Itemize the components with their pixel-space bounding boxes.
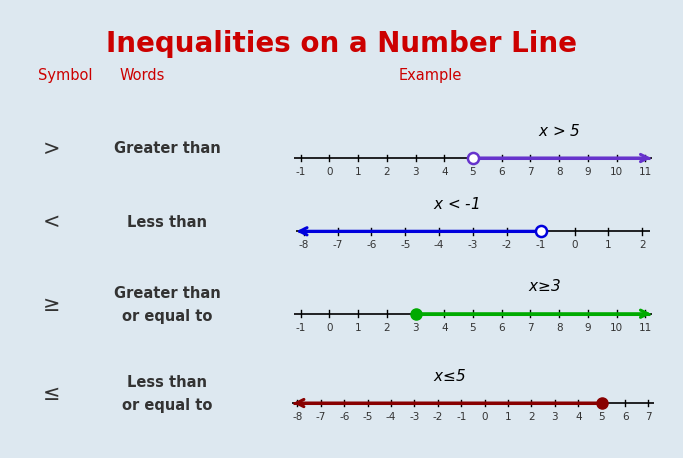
Text: 2: 2 [639, 240, 645, 250]
Text: 10: 10 [610, 167, 623, 177]
Text: or equal to: or equal to [122, 398, 212, 413]
Text: -7: -7 [316, 412, 326, 422]
Text: 1: 1 [505, 412, 512, 422]
Text: 8: 8 [556, 167, 562, 177]
Text: 5: 5 [470, 167, 476, 177]
Text: -2: -2 [501, 240, 512, 250]
Text: 1: 1 [354, 167, 361, 177]
Text: >: > [42, 139, 60, 159]
Text: -3: -3 [468, 240, 478, 250]
Text: 4: 4 [441, 167, 447, 177]
Text: $\it{x}$ < -1: $\it{x}$ < -1 [432, 196, 479, 212]
Text: -8: -8 [298, 240, 309, 250]
Text: ≤: ≤ [42, 384, 60, 404]
Text: 11: 11 [639, 167, 652, 177]
Text: Less than: Less than [127, 215, 208, 229]
Text: 7: 7 [527, 322, 533, 333]
Text: -6: -6 [339, 412, 350, 422]
Text: 3: 3 [413, 322, 419, 333]
Text: 4: 4 [575, 412, 582, 422]
Text: Inequalities on a Number Line: Inequalities on a Number Line [106, 30, 577, 58]
Text: -7: -7 [333, 240, 343, 250]
Text: 6: 6 [622, 412, 628, 422]
Text: -6: -6 [366, 240, 376, 250]
Text: 0: 0 [482, 412, 488, 422]
Text: 10: 10 [610, 322, 623, 333]
Text: -4: -4 [386, 412, 396, 422]
Text: -5: -5 [363, 412, 373, 422]
Text: Symbol: Symbol [38, 68, 92, 83]
Text: -1: -1 [296, 167, 306, 177]
Text: -8: -8 [292, 412, 303, 422]
Text: Example: Example [399, 68, 462, 83]
Text: 6: 6 [499, 322, 505, 333]
Text: -3: -3 [409, 412, 419, 422]
Text: 2: 2 [384, 167, 390, 177]
Text: <: < [42, 212, 60, 232]
Text: 0: 0 [326, 322, 333, 333]
Text: -4: -4 [434, 240, 445, 250]
Text: -2: -2 [433, 412, 443, 422]
Text: 5: 5 [470, 322, 476, 333]
Text: $\it{x}$ > 5: $\it{x}$ > 5 [538, 123, 581, 139]
Text: Less than: Less than [127, 375, 208, 390]
Text: 9: 9 [585, 167, 591, 177]
Text: 1: 1 [354, 322, 361, 333]
Text: 4: 4 [441, 322, 447, 333]
Text: 9: 9 [585, 322, 591, 333]
Text: 0: 0 [326, 167, 333, 177]
Text: -1: -1 [535, 240, 546, 250]
Text: 7: 7 [527, 167, 533, 177]
Text: -1: -1 [456, 412, 466, 422]
Text: Words: Words [120, 68, 165, 83]
Text: 7: 7 [645, 412, 652, 422]
Text: 0: 0 [571, 240, 578, 250]
Text: 6: 6 [499, 167, 505, 177]
Text: 5: 5 [598, 412, 605, 422]
Text: Greater than: Greater than [114, 142, 221, 156]
Text: 1: 1 [605, 240, 612, 250]
Text: -5: -5 [400, 240, 410, 250]
Text: 3: 3 [413, 167, 419, 177]
Text: ≥: ≥ [42, 294, 60, 315]
Text: $\it{x}$≤5: $\it{x}$≤5 [433, 368, 466, 384]
Text: 2: 2 [384, 322, 390, 333]
Text: $\it{x}$≥3: $\it{x}$≥3 [529, 278, 561, 294]
Text: Greater than: Greater than [114, 286, 221, 300]
Text: 3: 3 [552, 412, 558, 422]
Text: 8: 8 [556, 322, 562, 333]
Text: -1: -1 [296, 322, 306, 333]
Text: 11: 11 [639, 322, 652, 333]
Text: 2: 2 [528, 412, 535, 422]
Text: or equal to: or equal to [122, 309, 212, 323]
